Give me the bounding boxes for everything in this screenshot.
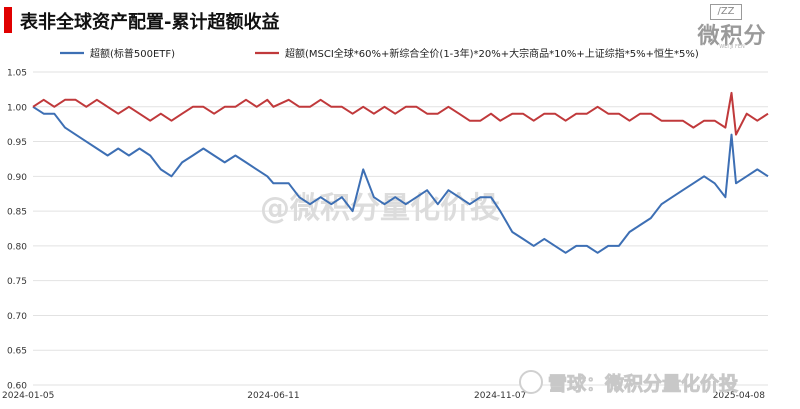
chart-title: 表非全球资产配置-累计超额收益 bbox=[20, 12, 280, 33]
y-tick-label: 0.75 bbox=[7, 277, 27, 287]
watermark-center: @微积分量化价投 bbox=[260, 191, 500, 226]
title-accent-bar bbox=[4, 7, 12, 33]
x-tick-label: 2024-06-11 bbox=[247, 391, 299, 401]
series-line-1 bbox=[32, 105, 769, 254]
y-tick-label: 0.85 bbox=[7, 208, 27, 218]
watermark-bottom: 雪球：微积分量化价投 bbox=[548, 372, 738, 395]
series-line-2 bbox=[32, 91, 769, 136]
y-tick-label: 0.80 bbox=[7, 242, 27, 252]
y-tick-label: 1.00 bbox=[7, 103, 27, 113]
watermark-bottom-group: 雪球：微积分量化价投 bbox=[519, 370, 738, 395]
y-tick-label: 0.70 bbox=[7, 312, 27, 322]
y-tick-label: 1.05 bbox=[7, 69, 27, 79]
grid-lines bbox=[33, 71, 768, 386]
x-tick-label: 2024-11-07 bbox=[474, 391, 526, 401]
x-axis: 2024-01-05 2024-06-11 2024-11-07 2025-04-08 bbox=[2, 391, 765, 401]
logo-box-mark: /ZZ bbox=[710, 4, 742, 20]
y-axis: 1.05 1.00 0.95 0.90 0.85 0.80 0.75 0.70 0.65 0.60 bbox=[7, 69, 27, 392]
series-lines bbox=[32, 91, 769, 254]
y-tick-label: 0.95 bbox=[7, 138, 27, 148]
snowball-icon bbox=[519, 370, 543, 394]
legend-label-2: 超额(MSCI全球*60%+新综合全价(1-3年)*20%+大宗商品*10%+上… bbox=[285, 47, 699, 60]
brand-logo: /ZZ 微积分 WEI JI FEN bbox=[672, 2, 792, 50]
x-tick-label: 2024-01-05 bbox=[2, 391, 54, 401]
logo-subtitle: WEI JI FEN bbox=[719, 44, 745, 50]
y-tick-label: 0.65 bbox=[7, 347, 27, 357]
y-tick-label: 0.60 bbox=[7, 382, 27, 392]
x-tick-label: 2025-04-08 bbox=[713, 391, 766, 401]
legend: 超额(标普500ETF) 超额(MSCI全球*60%+新综合全价(1-3年)*20… bbox=[60, 47, 699, 60]
chart-header: 表非全球资产配置-累计超额收益 /ZZ 微积分 WEI JI FEN bbox=[0, 0, 800, 50]
logo-name: 微积分 bbox=[697, 24, 767, 49]
y-tick-label: 0.90 bbox=[7, 173, 27, 183]
legend-label-1: 超额(标普500ETF) bbox=[90, 47, 175, 60]
